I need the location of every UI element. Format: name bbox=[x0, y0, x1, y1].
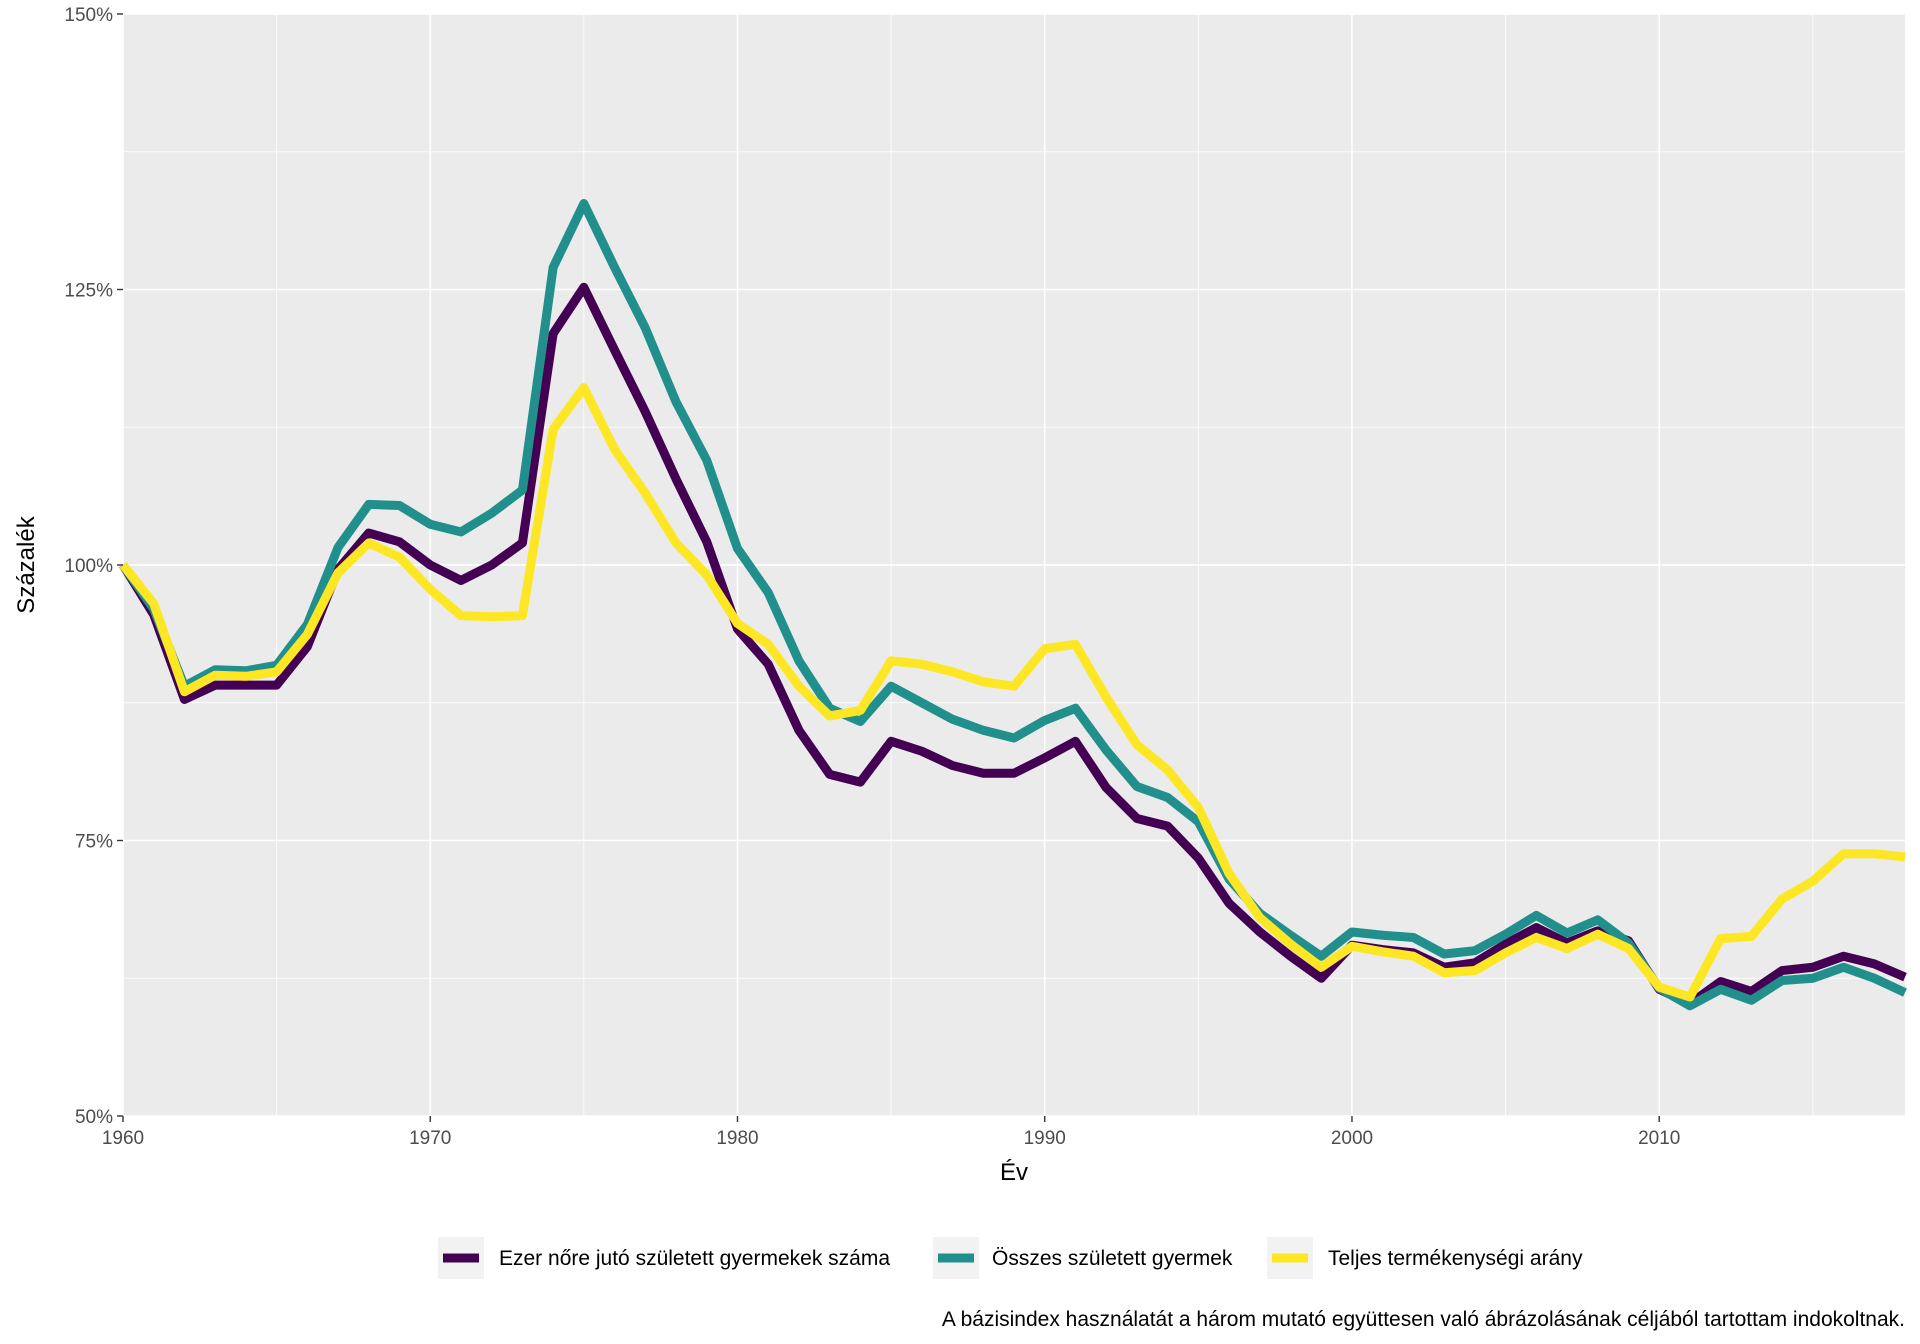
x-tick-label: 1960 bbox=[102, 1128, 144, 1149]
series-line-1 bbox=[119, 199, 1907, 1011]
x-tick-label: 1970 bbox=[409, 1128, 451, 1149]
y-axis-title: Százalék bbox=[13, 515, 40, 613]
caption: A bázisindex használatát a három mutató … bbox=[942, 1308, 1905, 1331]
legend-label-1: Összes született gyermek bbox=[992, 1247, 1233, 1270]
series-lines bbox=[119, 199, 1907, 1011]
y-tick-label: 50% bbox=[75, 1107, 113, 1128]
y-tick-label: 75% bbox=[75, 832, 113, 853]
x-tick-label: 2000 bbox=[1331, 1128, 1373, 1149]
series-line-2 bbox=[119, 383, 1906, 1002]
y-tick-label: 150% bbox=[64, 5, 113, 26]
legend-label-2: Teljes termékenységi arány bbox=[1328, 1247, 1583, 1270]
x-axis-title: Év bbox=[1000, 1159, 1028, 1186]
x-tick-label: 1990 bbox=[1024, 1128, 1066, 1149]
x-tick-label: 2010 bbox=[1638, 1128, 1680, 1149]
x-tick-label: 1980 bbox=[716, 1128, 758, 1149]
y-tick-label: 100% bbox=[64, 556, 113, 577]
y-tick-label: 125% bbox=[64, 281, 113, 302]
axes: 1960 1970 1980 1990 2000 2010 50% 75% 100% 125% 15… bbox=[64, 5, 1680, 1149]
legend: Ezer nőre jutó született gyermekek száma… bbox=[438, 1237, 1583, 1279]
legend-label-0: Ezer nőre jutó született gyermekek száma bbox=[499, 1247, 890, 1270]
